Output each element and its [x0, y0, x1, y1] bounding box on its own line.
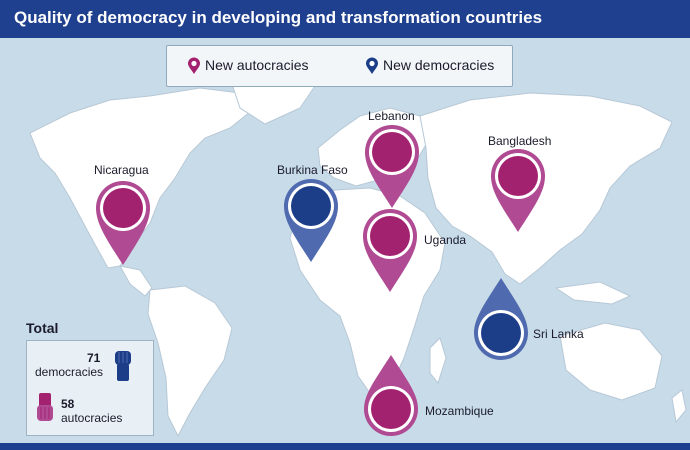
south-america-shape — [147, 285, 233, 438]
raised-fist-magenta-icon — [37, 393, 53, 421]
pin-sri-lanka — [474, 278, 528, 360]
autocracies-label: autocracies — [61, 411, 123, 425]
central-america-shape — [119, 265, 153, 297]
pin-lebanon — [365, 125, 419, 208]
totals-panel: Total 71 democracies 58 autocracies — [26, 318, 156, 436]
legend-autocracies-label: New autocracies — [205, 57, 309, 73]
label-burkina-faso: Burkina Faso — [277, 163, 348, 177]
pin-uganda — [363, 209, 417, 292]
pin-mozambique — [364, 355, 418, 436]
new-zealand-shape — [671, 389, 687, 424]
label-mozambique: Mozambique — [425, 404, 494, 418]
map-legend: New autocracies New democracies — [166, 45, 513, 87]
madagascar-shape — [429, 337, 447, 385]
raised-fist-blue-icon — [115, 351, 131, 381]
label-lebanon: Lebanon — [368, 109, 415, 123]
label-bangladesh: Bangladesh — [488, 134, 552, 148]
pin-burkina-faso — [284, 179, 338, 262]
democracies-label: democracies — [35, 365, 104, 379]
democracies-count: 71 — [87, 351, 101, 365]
header-bar: Quality of democracy in developing and t… — [0, 0, 690, 38]
legend-democracies-label: New democracies — [383, 57, 495, 73]
asia-shape — [419, 92, 673, 285]
autocracies-count: 58 — [61, 397, 75, 411]
totals-title: Total — [26, 320, 59, 336]
se-asia-islands-shape — [554, 281, 632, 305]
australia-shape — [559, 322, 663, 401]
label-sri-lanka: Sri Lanka — [533, 327, 584, 341]
autocracy-pin-icon — [188, 57, 200, 74]
page-title: Quality of democracy in developing and t… — [14, 8, 543, 27]
pin-bangladesh — [491, 149, 545, 232]
label-nicaragua: Nicaragua — [94, 163, 149, 177]
label-uganda: Uganda — [424, 233, 467, 247]
pin-nicaragua — [96, 181, 150, 265]
democracy-pin-icon — [366, 57, 378, 74]
north-america-shape — [29, 87, 256, 269]
totals-box: 71 democracies 58 autocracies — [26, 340, 154, 436]
footer-bar — [0, 443, 690, 450]
